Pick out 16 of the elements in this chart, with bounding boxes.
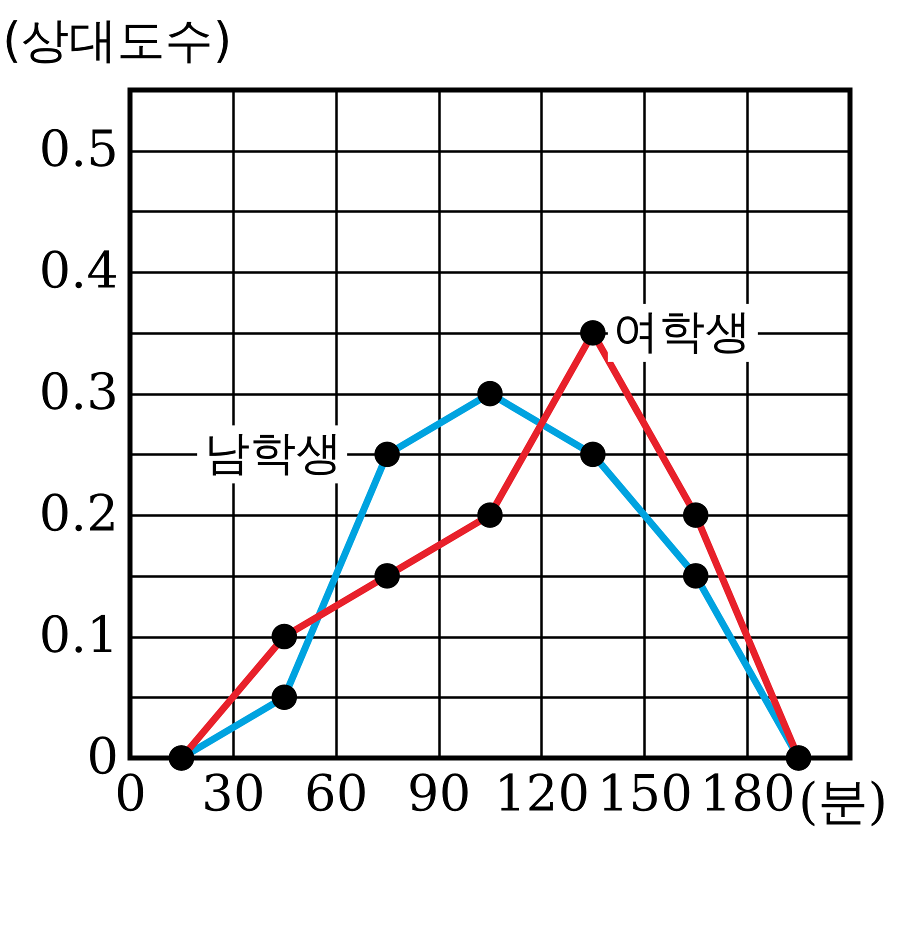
- x-axis-title: (분): [798, 772, 888, 830]
- y-axis-title: (상대도수): [2, 12, 232, 68]
- series-label: 여학생: [612, 304, 751, 358]
- x-tick-label: 150: [597, 764, 693, 822]
- y-tick-label: 0.4: [38, 242, 118, 300]
- x-tick-label: 180: [700, 764, 796, 822]
- x-tick-label: 60: [304, 764, 368, 822]
- y-tick-label: 0.3: [38, 363, 118, 422]
- y-tick-label: 0.5: [38, 120, 118, 178]
- y-tick-label: 0.2: [38, 484, 118, 543]
- y-tick-label: 0: [86, 728, 118, 786]
- x-tick-label: 30: [202, 764, 266, 822]
- series-label: 남학생: [204, 425, 342, 480]
- x-tick-label: 120: [494, 764, 590, 822]
- y-tick-label: 0.1: [38, 606, 118, 664]
- x-tick-label: 90: [407, 764, 471, 822]
